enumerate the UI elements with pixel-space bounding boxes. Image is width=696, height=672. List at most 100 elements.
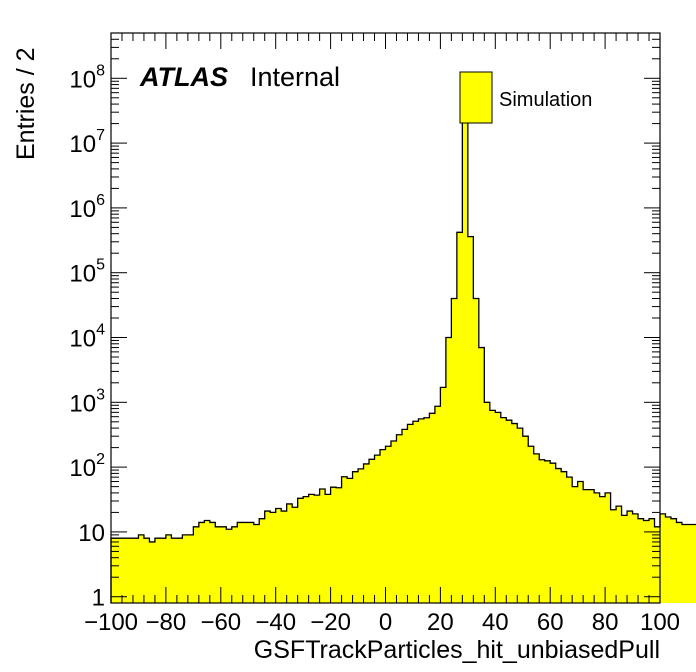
y-tick-label: 10 xyxy=(78,520,105,547)
legend-entry-simulation: Simulation xyxy=(499,89,592,111)
histogram-bar xyxy=(275,508,282,603)
histogram-bar xyxy=(330,487,337,603)
histogram-bar xyxy=(160,538,167,603)
histogram-bar xyxy=(456,232,463,603)
histogram-bar xyxy=(319,488,326,603)
histogram-bar xyxy=(138,534,145,603)
histogram-bar xyxy=(599,496,606,603)
y-tick-label: 1 xyxy=(92,585,105,612)
histogram-bar xyxy=(632,513,639,603)
histogram-bar xyxy=(478,347,485,603)
histogram-bar xyxy=(687,524,694,603)
histogram-bar xyxy=(341,476,348,603)
histogram-bar xyxy=(347,478,353,603)
histogram-bar xyxy=(511,423,518,603)
histogram-bar xyxy=(215,526,222,603)
histogram-bar xyxy=(401,429,408,603)
histogram-bar xyxy=(325,494,331,603)
histogram-bar xyxy=(616,506,622,603)
atlas-label: ATLAS xyxy=(139,62,228,92)
histogram-outline xyxy=(110,111,696,603)
y-tick-label: 102 xyxy=(69,451,105,482)
histogram-bar xyxy=(412,421,419,603)
histogram-bar xyxy=(165,534,172,603)
x-tick-label: −100 xyxy=(84,609,138,636)
histogram-bar xyxy=(303,496,310,603)
internal-label: Internal xyxy=(250,62,340,92)
histogram-bar xyxy=(253,524,260,603)
histogram-bar xyxy=(369,459,375,603)
histogram-bar xyxy=(660,513,666,603)
y-tick-label: 105 xyxy=(69,257,105,288)
y-tick-label: 104 xyxy=(69,322,105,353)
histogram-bar xyxy=(522,436,529,603)
histogram-bar xyxy=(423,417,430,603)
histogram-bar xyxy=(495,412,502,603)
histogram-bar xyxy=(259,518,266,603)
x-tick-label: 0 xyxy=(379,609,392,636)
histogram-bar xyxy=(407,424,414,603)
histogram-bar xyxy=(154,538,161,603)
x-tick-label: −20 xyxy=(310,609,351,636)
histogram-bar xyxy=(390,440,397,603)
histogram-bar xyxy=(132,538,139,603)
histogram-bar xyxy=(220,526,227,603)
histogram-bar xyxy=(374,455,381,603)
x-tick-label: 40 xyxy=(482,609,509,636)
histogram-bar xyxy=(643,520,650,603)
histogram-bar xyxy=(176,538,183,603)
histogram-bar xyxy=(473,298,480,603)
x-tick-label: −60 xyxy=(200,609,241,636)
histogram-bar xyxy=(572,486,579,603)
histogram-bar xyxy=(314,495,321,603)
histogram-bar xyxy=(171,538,178,603)
y-tick-labels: 1 10 102 103 104 105 106 107 108 xyxy=(69,62,105,611)
histogram-bar xyxy=(462,112,469,604)
histogram-bar xyxy=(561,471,568,603)
histogram-bar xyxy=(500,417,507,603)
histogram-bar xyxy=(506,420,513,603)
histogram-bar xyxy=(451,298,458,603)
histogram-bar xyxy=(638,518,644,603)
y-tick-label: 103 xyxy=(69,386,105,417)
histogram-bar xyxy=(226,529,233,603)
histogram-bar xyxy=(198,522,205,603)
histogram-bar xyxy=(588,489,595,603)
x-tick-label: 20 xyxy=(427,609,454,636)
histogram-bars xyxy=(110,111,696,604)
histogram-bar xyxy=(418,418,425,603)
histogram-bar xyxy=(445,337,452,603)
histogram-bar xyxy=(528,446,535,603)
histogram-bar xyxy=(654,526,661,603)
x-tick-label: 60 xyxy=(537,609,564,636)
x-tick-label: 80 xyxy=(592,609,619,636)
histogram-bar xyxy=(429,413,436,603)
histogram-bar xyxy=(434,406,441,603)
legend-swatch xyxy=(459,71,493,124)
histogram-bar xyxy=(670,518,677,603)
histogram-bar xyxy=(336,487,342,603)
x-tick-labels: −100 −80 −60 −40 −20 0 20 40 60 80 100 xyxy=(84,609,680,636)
histogram-bar xyxy=(681,524,688,603)
histogram-bar xyxy=(380,449,386,603)
histogram-bar xyxy=(281,511,288,603)
histogram-bar xyxy=(242,522,249,603)
x-tick-label: −40 xyxy=(255,609,296,636)
histogram-bar xyxy=(111,538,117,603)
histogram-bar xyxy=(127,538,134,603)
histogram-bar xyxy=(270,512,277,603)
histogram-bar xyxy=(484,402,491,603)
y-tick-label: 107 xyxy=(69,127,105,158)
histogram-bar xyxy=(621,515,628,603)
histogram-bar xyxy=(627,511,633,603)
histogram-bar xyxy=(692,524,696,603)
histogram-bar xyxy=(308,494,315,603)
x-tick-label: −80 xyxy=(146,609,187,636)
histogram-bar xyxy=(297,498,304,603)
histogram-bar xyxy=(193,526,200,603)
histogram-bar xyxy=(665,516,672,603)
x-axis-title: GSFTrackParticles_hit_unbiasedPull xyxy=(254,636,660,664)
histogram-bar xyxy=(385,446,392,603)
histogram-bar xyxy=(594,492,601,603)
histogram-bar xyxy=(583,489,590,603)
